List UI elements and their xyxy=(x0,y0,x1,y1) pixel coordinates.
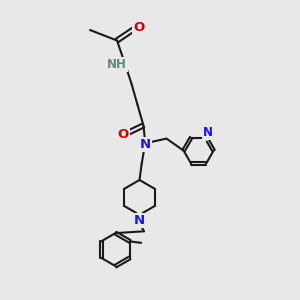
Text: N: N xyxy=(202,126,213,139)
Text: O: O xyxy=(118,128,129,141)
Text: O: O xyxy=(133,21,144,34)
Text: N: N xyxy=(140,138,151,151)
Text: N: N xyxy=(134,214,145,227)
Text: NH: NH xyxy=(107,58,127,71)
